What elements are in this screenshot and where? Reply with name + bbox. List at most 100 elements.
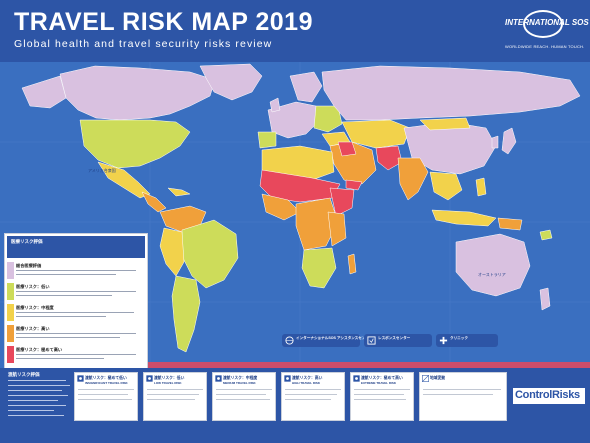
map-label-australia: オーストラリア [478,271,506,277]
card-text-line [78,399,132,400]
security-card-low: 渡航リスク：低い LOW TRAVEL RISK [143,372,207,421]
region-canada [59,65,216,121]
region-russia [321,65,581,121]
region-central-africa [295,197,339,251]
legend-label-medium: 医療リスク：中程度 [16,305,54,310]
region-iberia [257,131,277,149]
pill-clinic: クリニック [436,334,498,347]
security-card-insignificant: 渡航リスク：極めて低い INSIGNIFICANT TRAVEL RISK [74,372,138,421]
legend-text-line [16,358,104,359]
region-mongolia [419,117,471,131]
region-brazil [181,219,239,289]
region-greenland [199,63,263,101]
security-card-subtitle: INSIGNIFICANT TRAVEL RISK [85,381,128,385]
region-alaska [21,75,67,109]
security-card-medium: 渡航リスク：中程度 MEDIUM TRAVEL RISK [212,372,276,421]
region-madagascar [347,253,357,275]
header-banner: TRAVEL RISK MAP 2019 Global health and t… [0,0,590,62]
security-card-subtitle: MEDIUM TRAVEL RISK [223,381,256,385]
legend-text-line [16,274,116,275]
legend-row-medium: 医療リスク：中程度 [7,304,145,321]
legend-text-line [8,390,62,391]
legend-row-low: 医療リスク：低い [7,283,145,300]
security-card-title: 渡航リスク：低い [154,376,185,380]
legend-swatch-extreme [7,346,14,363]
legend-swatch-high [7,325,14,342]
legend-text-line [16,291,136,292]
control-risks-logo: ControlRisks [513,388,585,404]
region-sahel [259,169,341,203]
legend-swatch-low [7,283,14,300]
legend-text-line [16,337,120,338]
region-uk [269,97,281,113]
legend-text-line [8,410,54,411]
region-indonesia [431,209,497,227]
legend-label-low: 医療リスク：低い [16,284,50,289]
pill-assistance-center-label: インターナショナルSOS アシスタンスセンター [296,336,373,340]
pill-clinic-label: クリニック [450,336,468,340]
legend-text-line [16,316,106,317]
legend-label-high: 医療リスク：高い [16,326,50,331]
card-text-line [216,389,272,390]
card-text-line [423,389,501,390]
security-card-title: 渡航リスク：高い [292,376,323,380]
legend-label-insignificant: 総合医療評価 [16,263,42,268]
region-central-america [141,191,167,213]
region-southern-africa [301,247,337,289]
response-icon [367,336,376,345]
security-card-title: 渡航リスク：極めて低い [85,376,127,380]
pill-response-center-label: レスポンスセンター [378,336,411,340]
security-card-subtitle: LOW TRAVEL RISK [154,381,182,385]
risk-level-icon [284,375,291,382]
card-text-line [216,394,266,395]
card-text-line [147,399,195,400]
risk-level-icon [77,375,84,382]
legend-text-line [16,354,136,355]
region-syria-iraq [337,141,357,157]
health-legend-heading: 医療リスク評価 [11,239,43,244]
legend-text-line [16,312,134,313]
legend-text-line [8,405,66,406]
card-text-line [285,389,341,390]
health-legend-panel: 医療リスク評価 総合医療評価 医療リスク：低い 医療リスク：中程度 医療リスク：… [4,233,148,369]
security-card-title: 地域変動 [430,376,446,380]
legend-text-line [8,400,58,401]
pill-response-center: レスポンスセンター [364,334,432,347]
legend-text-line [16,295,112,296]
region-caribbean [167,187,191,197]
risk-level-icon [146,375,153,382]
legend-text-line [8,395,68,396]
international-sos-logo: INTERNATIONAL SOS WORLDWIDE REACH. HUMAN… [505,10,589,54]
security-card-subtitle: HIGH TRAVEL RISK [292,381,321,385]
security-card-variable: 地域変動 [419,372,507,421]
risk-level-icon [353,375,360,382]
card-text-line [354,394,404,395]
region-india [397,157,429,201]
page-title: TRAVEL RISK MAP 2019 [14,8,313,36]
logo-ring-icon [523,10,563,38]
security-card-high: 渡航リスク：高い HIGH TRAVEL RISK [281,372,345,421]
globe-icon [285,336,294,345]
legend-text-line [8,415,64,416]
region-west-africa [261,193,301,221]
legend-label-extreme: 医療リスク：極めて高い [16,347,63,352]
region-east-africa [327,211,347,247]
legend-text-line [8,380,66,381]
legend-text-line [16,333,136,334]
pill-assistance-center: インターナショナルSOS アシスタンスセンター [282,334,373,347]
clinic-cross-icon [439,336,448,345]
legend-text-line [16,270,136,271]
health-legend-header: 医療リスク評価 [7,236,145,258]
card-text-line [423,394,493,395]
region-scandinavia [289,71,323,103]
card-text-line [354,399,406,400]
card-text-line [216,399,270,400]
map-label-usa: アメリカ合衆国 [88,167,116,173]
security-legend-heading: 渡航リスク評価 [8,372,40,377]
region-yemen [345,179,363,191]
region-argentina-chile [171,275,201,353]
legend-swatch-insignificant [7,262,14,279]
security-card-title: 渡航リスク：極めて高い [361,376,403,380]
card-text-line [78,394,128,395]
